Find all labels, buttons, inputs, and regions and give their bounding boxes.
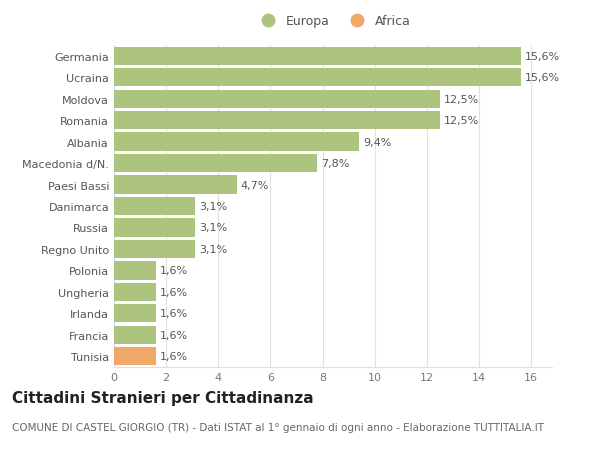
Text: 1,6%: 1,6% bbox=[160, 287, 188, 297]
Text: 1,6%: 1,6% bbox=[160, 352, 188, 362]
Text: 1,6%: 1,6% bbox=[160, 266, 188, 276]
Text: 12,5%: 12,5% bbox=[444, 95, 479, 105]
Text: 7,8%: 7,8% bbox=[321, 159, 350, 169]
Bar bbox=[114, 283, 156, 301]
Bar bbox=[114, 176, 236, 194]
Text: 9,4%: 9,4% bbox=[363, 137, 391, 147]
Bar bbox=[114, 112, 440, 130]
Text: 15,6%: 15,6% bbox=[524, 73, 560, 83]
Bar bbox=[114, 155, 317, 173]
Text: 3,1%: 3,1% bbox=[199, 244, 227, 254]
Text: 1,6%: 1,6% bbox=[160, 308, 188, 319]
Bar bbox=[114, 347, 156, 365]
Text: 12,5%: 12,5% bbox=[444, 116, 479, 126]
Bar bbox=[114, 90, 440, 109]
Bar bbox=[114, 240, 195, 258]
Text: 4,7%: 4,7% bbox=[241, 180, 269, 190]
Text: 1,6%: 1,6% bbox=[160, 330, 188, 340]
Bar bbox=[114, 69, 521, 87]
Text: Cittadini Stranieri per Cittadinanza: Cittadini Stranieri per Cittadinanza bbox=[12, 390, 314, 405]
Bar bbox=[114, 262, 156, 280]
Text: 3,1%: 3,1% bbox=[199, 202, 227, 212]
Bar bbox=[114, 219, 195, 237]
Bar bbox=[114, 326, 156, 344]
Text: COMUNE DI CASTEL GIORGIO (TR) - Dati ISTAT al 1° gennaio di ogni anno - Elaboraz: COMUNE DI CASTEL GIORGIO (TR) - Dati IST… bbox=[12, 422, 544, 432]
Bar bbox=[114, 304, 156, 323]
Bar bbox=[114, 197, 195, 216]
Text: 15,6%: 15,6% bbox=[524, 51, 560, 62]
Text: 3,1%: 3,1% bbox=[199, 223, 227, 233]
Bar bbox=[114, 47, 521, 66]
Legend: Europa, Africa: Europa, Africa bbox=[251, 11, 415, 34]
Bar bbox=[114, 133, 359, 151]
